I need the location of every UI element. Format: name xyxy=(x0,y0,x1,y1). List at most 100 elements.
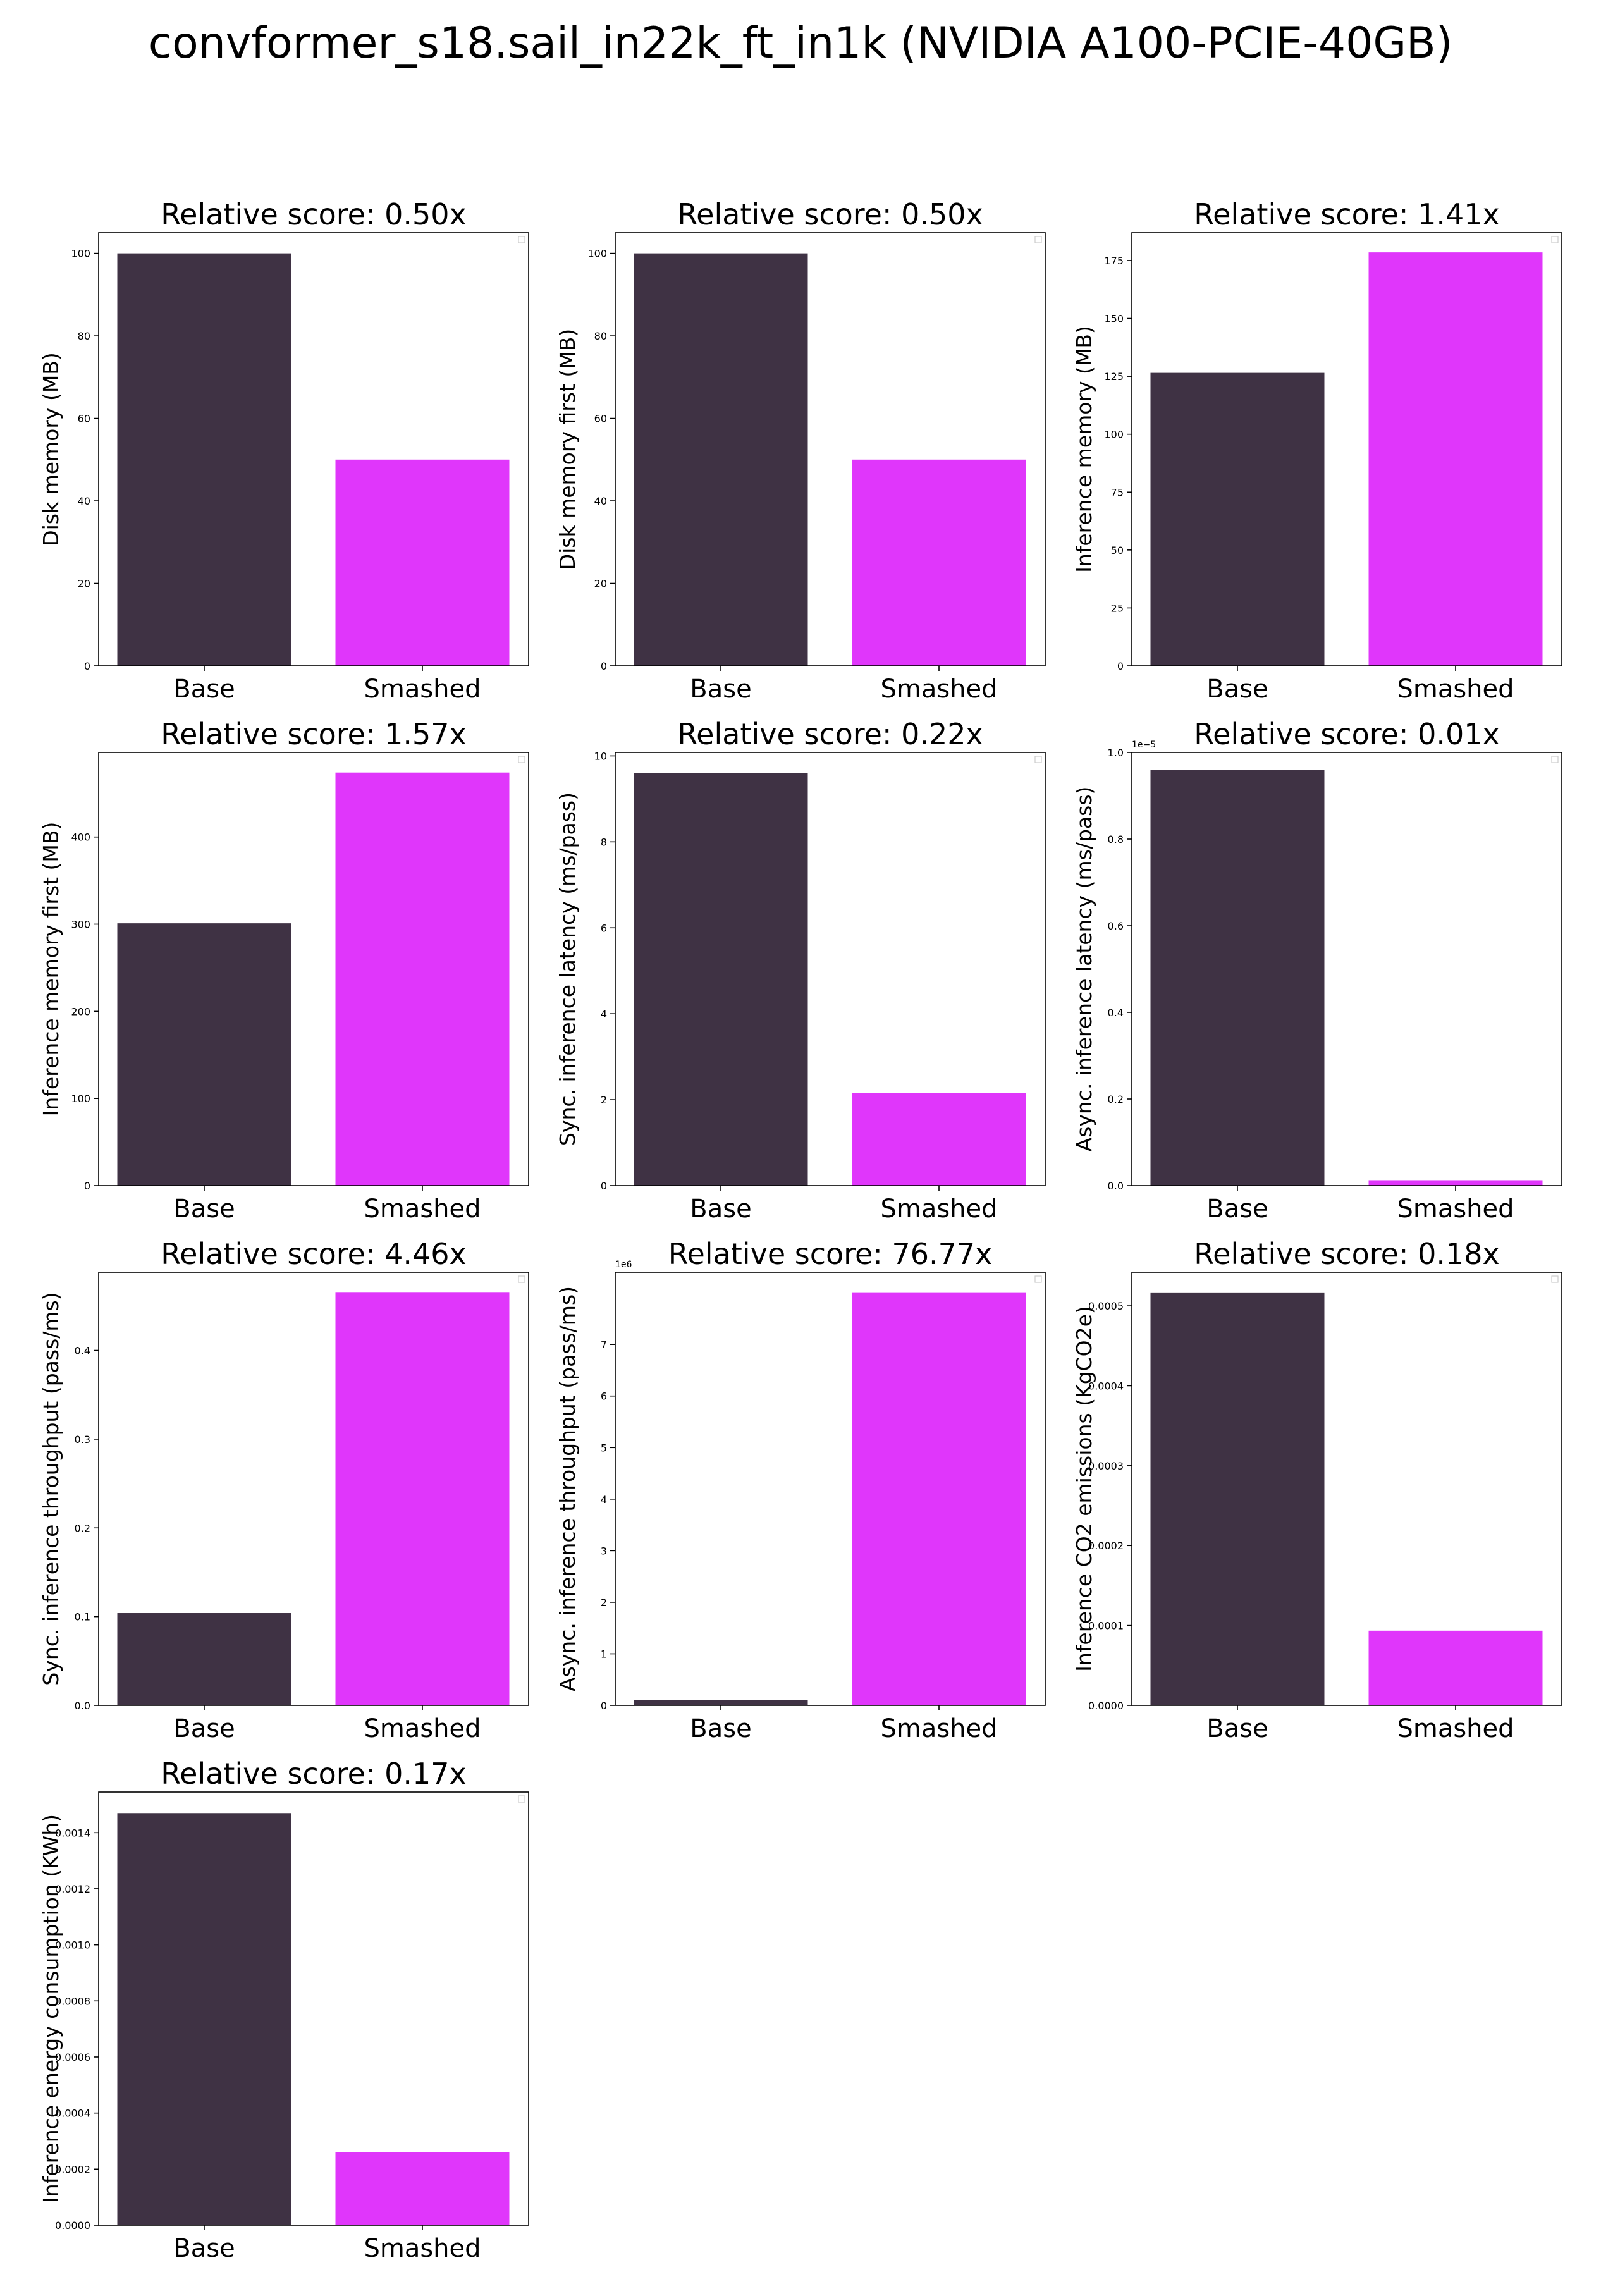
bar-smashed xyxy=(852,1292,1026,1705)
bar-base xyxy=(117,1613,291,1705)
bar-smashed xyxy=(335,1292,510,1705)
legend-box xyxy=(518,1275,525,1283)
x-tick-label: Smashed xyxy=(1397,1194,1514,1224)
plot-frame xyxy=(615,232,1046,666)
y-tick-label: 40 xyxy=(594,495,607,507)
y-tick-label: 0.0000 xyxy=(55,2219,90,2232)
bar-base xyxy=(634,1700,808,1705)
y-tick-label: 300 xyxy=(71,919,90,931)
x-tick-label: Base xyxy=(690,675,751,704)
x-tick-label: Smashed xyxy=(880,1194,997,1224)
plot-frame xyxy=(615,752,1046,1186)
x-tick-label: Base xyxy=(1206,1194,1268,1224)
y-tick-label: 0.0010 xyxy=(55,1939,90,1951)
bar-base xyxy=(1150,372,1325,666)
bar-base xyxy=(634,773,808,1186)
y-axis-label: Inference memory (MB) xyxy=(1072,326,1096,573)
y-tick-label: 4 xyxy=(601,1008,607,1020)
y-tick-label: 80 xyxy=(594,330,607,342)
chart-panel: 0.0 0.1 0.2 0.3 0.4 Base Smashed Relative score… xyxy=(39,1237,529,1743)
y-tick-label: 0 xyxy=(84,660,90,672)
y-tick-label: 8 xyxy=(601,836,607,848)
legend-box xyxy=(518,236,525,243)
bar-smashed xyxy=(335,772,510,1186)
legend-box xyxy=(1551,236,1559,243)
plot-frame xyxy=(98,1791,529,2226)
y-axis-label: Disk memory (MB) xyxy=(39,352,63,546)
y-tick-label: 100 xyxy=(587,248,607,260)
bar-base xyxy=(634,253,808,666)
bar-smashed xyxy=(335,2152,510,2225)
y-tick-label: 0.0004 xyxy=(55,2108,90,2120)
x-tick-label: Smashed xyxy=(364,1714,481,1743)
y-offset-label: 1e−5 xyxy=(1132,740,1156,750)
y-tick-label: 6 xyxy=(601,922,607,934)
subplot-title: Relative score: 0.18x xyxy=(1194,1237,1500,1271)
legend-box xyxy=(518,1795,525,1803)
y-tick-label: 0.3 xyxy=(75,1433,90,1446)
y-tick-label: 0.2 xyxy=(1108,1093,1124,1105)
legend-box xyxy=(1034,236,1042,243)
x-tick-label: Base xyxy=(1206,675,1268,704)
y-tick-label: 50 xyxy=(1111,544,1124,556)
bar-base xyxy=(117,253,291,666)
y-tick-label: 2 xyxy=(601,1094,607,1106)
y-tick-label: 400 xyxy=(71,832,90,844)
plot-frame xyxy=(98,1272,529,1706)
y-tick-label: 20 xyxy=(78,578,90,590)
chart-panel: 0.0 0.2 0.4 0.6 0.8 1.0 1e−5 Base Smashed Relativ… xyxy=(1072,717,1562,1224)
figure-title: convformer_s18.sail_in22k_ft_in1k (NVIDI… xyxy=(148,18,1453,68)
y-tick-label: 100 xyxy=(1104,429,1124,441)
bar-smashed xyxy=(852,459,1026,666)
y-tick-label: 100 xyxy=(71,1093,90,1105)
y-tick-label: 0 xyxy=(601,1180,607,1192)
chart-panel: 0 25 50 75 100 125 150 175 Base Smashed Relative s… xyxy=(1072,197,1562,704)
subplot-title: Relative score: 1.57x xyxy=(161,717,467,751)
legend-box xyxy=(1034,1275,1042,1283)
chart-panel: 0.0000 0.0001 0.0002 0.0003 0.0004 0.0005 Base… xyxy=(1072,1237,1562,1743)
x-tick-label: Smashed xyxy=(1397,675,1514,704)
bar-smashed xyxy=(1368,252,1543,666)
x-tick-label: Base xyxy=(690,1714,751,1743)
y-tick-label: 25 xyxy=(1111,602,1124,614)
y-tick-label: 75 xyxy=(1111,486,1124,498)
y-axis-label: Inference memory first (MB) xyxy=(39,822,63,1117)
legend-box xyxy=(1034,756,1042,763)
y-tick-label: 0.0008 xyxy=(55,1995,90,2007)
plot-frame xyxy=(98,752,529,1186)
y-tick-label: 40 xyxy=(78,495,90,507)
y-tick-label: 60 xyxy=(594,413,607,425)
y-tick-label: 0.0 xyxy=(75,1700,90,1712)
x-tick-label: Base xyxy=(690,1194,751,1224)
y-tick-label: 80 xyxy=(78,330,90,342)
bar-base xyxy=(1150,1292,1325,1705)
chart-panel: 0 1 2 3 4 5 6 7 1e6 Base Smashed Relative score: 76… xyxy=(555,1237,1046,1743)
y-tick-label: 0 xyxy=(601,660,607,672)
y-tick-label: 0.0012 xyxy=(55,1883,90,1895)
chart-panel: 0 20 40 60 80 100 Base Smashed Relative score: 0… xyxy=(39,197,529,704)
subplot-title: Relative score: 4.46x xyxy=(161,1237,467,1271)
y-tick-label: 0.8 xyxy=(1108,833,1124,845)
plot-frame xyxy=(1131,232,1562,666)
y-axis-label: Inference energy consumption (KWh) xyxy=(39,1814,63,2203)
y-tick-label: 1 xyxy=(601,1648,607,1660)
x-tick-label: Base xyxy=(173,2234,235,2263)
chart-panel: 0 100 200 300 400 Base Smashed Relative score: … xyxy=(39,717,529,1224)
x-tick-label: Smashed xyxy=(880,1714,997,1743)
y-tick-label: 0.6 xyxy=(1108,920,1124,932)
legend-box xyxy=(1551,756,1559,763)
y-tick-label: 0 xyxy=(84,1180,90,1192)
y-tick-label: 0 xyxy=(1117,660,1124,672)
y-tick-label: 4 xyxy=(601,1494,607,1506)
subplot-title: Relative score: 1.41x xyxy=(1194,197,1500,231)
y-tick-label: 125 xyxy=(1104,371,1124,383)
y-tick-label: 100 xyxy=(71,248,90,260)
bar-smashed xyxy=(1368,1180,1543,1186)
y-tick-label: 0.0004 xyxy=(1088,1380,1124,1392)
y-tick-label: 0.0003 xyxy=(1088,1460,1124,1472)
subplot-title: Relative score: 0.01x xyxy=(1194,717,1500,751)
y-tick-label: 0.0014 xyxy=(55,1827,90,1839)
y-axis-label: Sync. inference latency (ms/pass) xyxy=(555,792,580,1146)
subplot-title: Relative score: 0.50x xyxy=(161,197,467,231)
bar-smashed xyxy=(852,1093,1026,1186)
